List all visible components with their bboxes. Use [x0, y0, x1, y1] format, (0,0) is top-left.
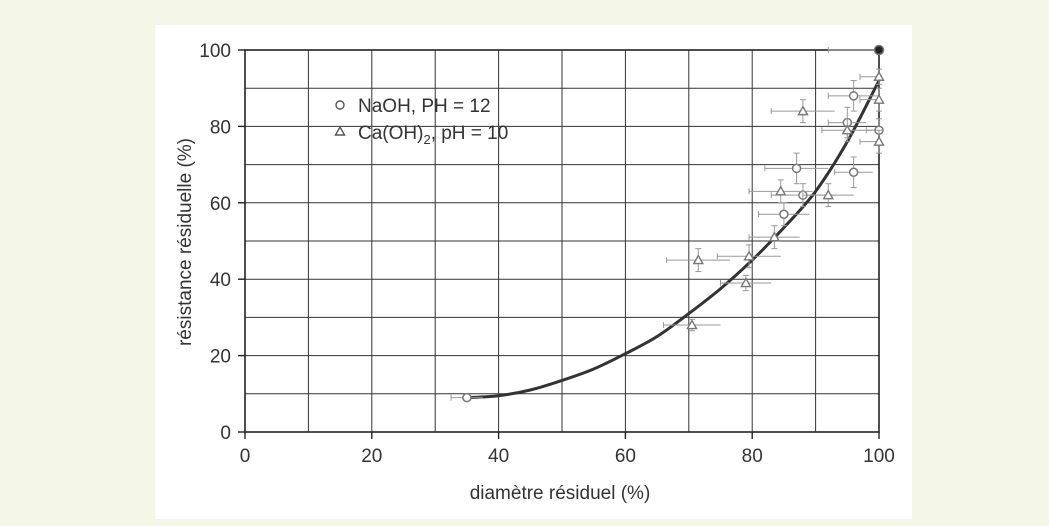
circle-marker [873, 44, 885, 56]
naoh-data-point [764, 152, 829, 185]
caoh-data-point [859, 129, 885, 154]
triangle-marker [873, 93, 885, 104]
x-tick-label: 100 [863, 446, 895, 467]
triangle-marker [768, 231, 781, 242]
caoh-data-point [859, 87, 885, 112]
naoh-data-point [450, 392, 483, 403]
triangle-marker [873, 70, 885, 81]
caoh-data-point [802, 183, 854, 208]
y-tick-label: 80 [210, 117, 231, 138]
x-tick-label: 60 [615, 446, 636, 467]
naoh-data-point [827, 44, 885, 56]
naoh-data-point [758, 202, 810, 227]
naoh-data-point [834, 156, 873, 189]
caoh-data-point [716, 244, 781, 269]
caoh-data-point [662, 318, 721, 332]
triangle-marker [797, 105, 809, 116]
tick-labels: 0 20 40 60 80 100 0 20 40 60 80 100 [199, 41, 895, 467]
x-tick-label: 0 [240, 446, 251, 467]
triangle-marker [841, 124, 853, 135]
plot-frame [244, 49, 880, 433]
circle-marker [848, 167, 859, 177]
x-tick-label: 80 [742, 446, 763, 467]
scatter-chart: 0 20 40 60 80 100 0 20 40 60 80 100 diamètre résidu… [175, 41, 895, 504]
caoh-data-point [748, 225, 800, 250]
axes [238, 49, 880, 439]
naoh-data-point [827, 80, 879, 112]
circle-marker [848, 91, 859, 101]
triangle-marker [743, 250, 755, 261]
x-tick-label: 20 [361, 446, 382, 467]
caoh-data-point [821, 118, 873, 143]
fit-curve [466, 79, 881, 400]
fit-curve-group [466, 79, 881, 400]
grid-lines [245, 50, 879, 432]
caoh-data-point [666, 248, 731, 273]
y-tick-label: 100 [199, 41, 231, 62]
triangle-marker [873, 135, 885, 146]
y-tick-label: 40 [210, 270, 231, 291]
y-tick-label: 20 [210, 347, 231, 368]
data-points [450, 44, 885, 403]
y-tick-label: 60 [210, 194, 231, 215]
chart-panel: 0 20 40 60 80 100 0 20 40 60 80 100 diamètre résidu… [155, 25, 912, 519]
caoh-data-point [770, 99, 835, 124]
circle-marker [791, 163, 802, 174]
caoh-data-point [859, 68, 885, 85]
triangle-marker [686, 319, 698, 330]
x-tick-label: 40 [488, 446, 509, 467]
y-tick-label: 0 [220, 423, 231, 444]
y-axis-label: résistance résiduelle (%) [175, 138, 196, 346]
circle-marker [779, 209, 789, 220]
circle-marker [462, 392, 472, 403]
triangle-marker [692, 254, 705, 265]
x-axis-label: diamètre résiduel (%) [470, 483, 651, 504]
triangle-marker [822, 189, 834, 200]
legend-caoh-marker [334, 125, 346, 136]
caoh-data-point [748, 179, 813, 204]
legend-naoh-marker [335, 100, 345, 110]
caoh-data-point [720, 274, 772, 292]
legend-naoh-label: NaOH, PH = 12 [358, 96, 491, 117]
triangle-marker [740, 277, 752, 288]
legend: NaOH, PH = 12 Ca(OH)2, pH = 10 [334, 96, 508, 147]
triangle-marker [775, 185, 787, 196]
legend-caoh-label: Ca(OH)2, pH = 10 [358, 123, 508, 147]
